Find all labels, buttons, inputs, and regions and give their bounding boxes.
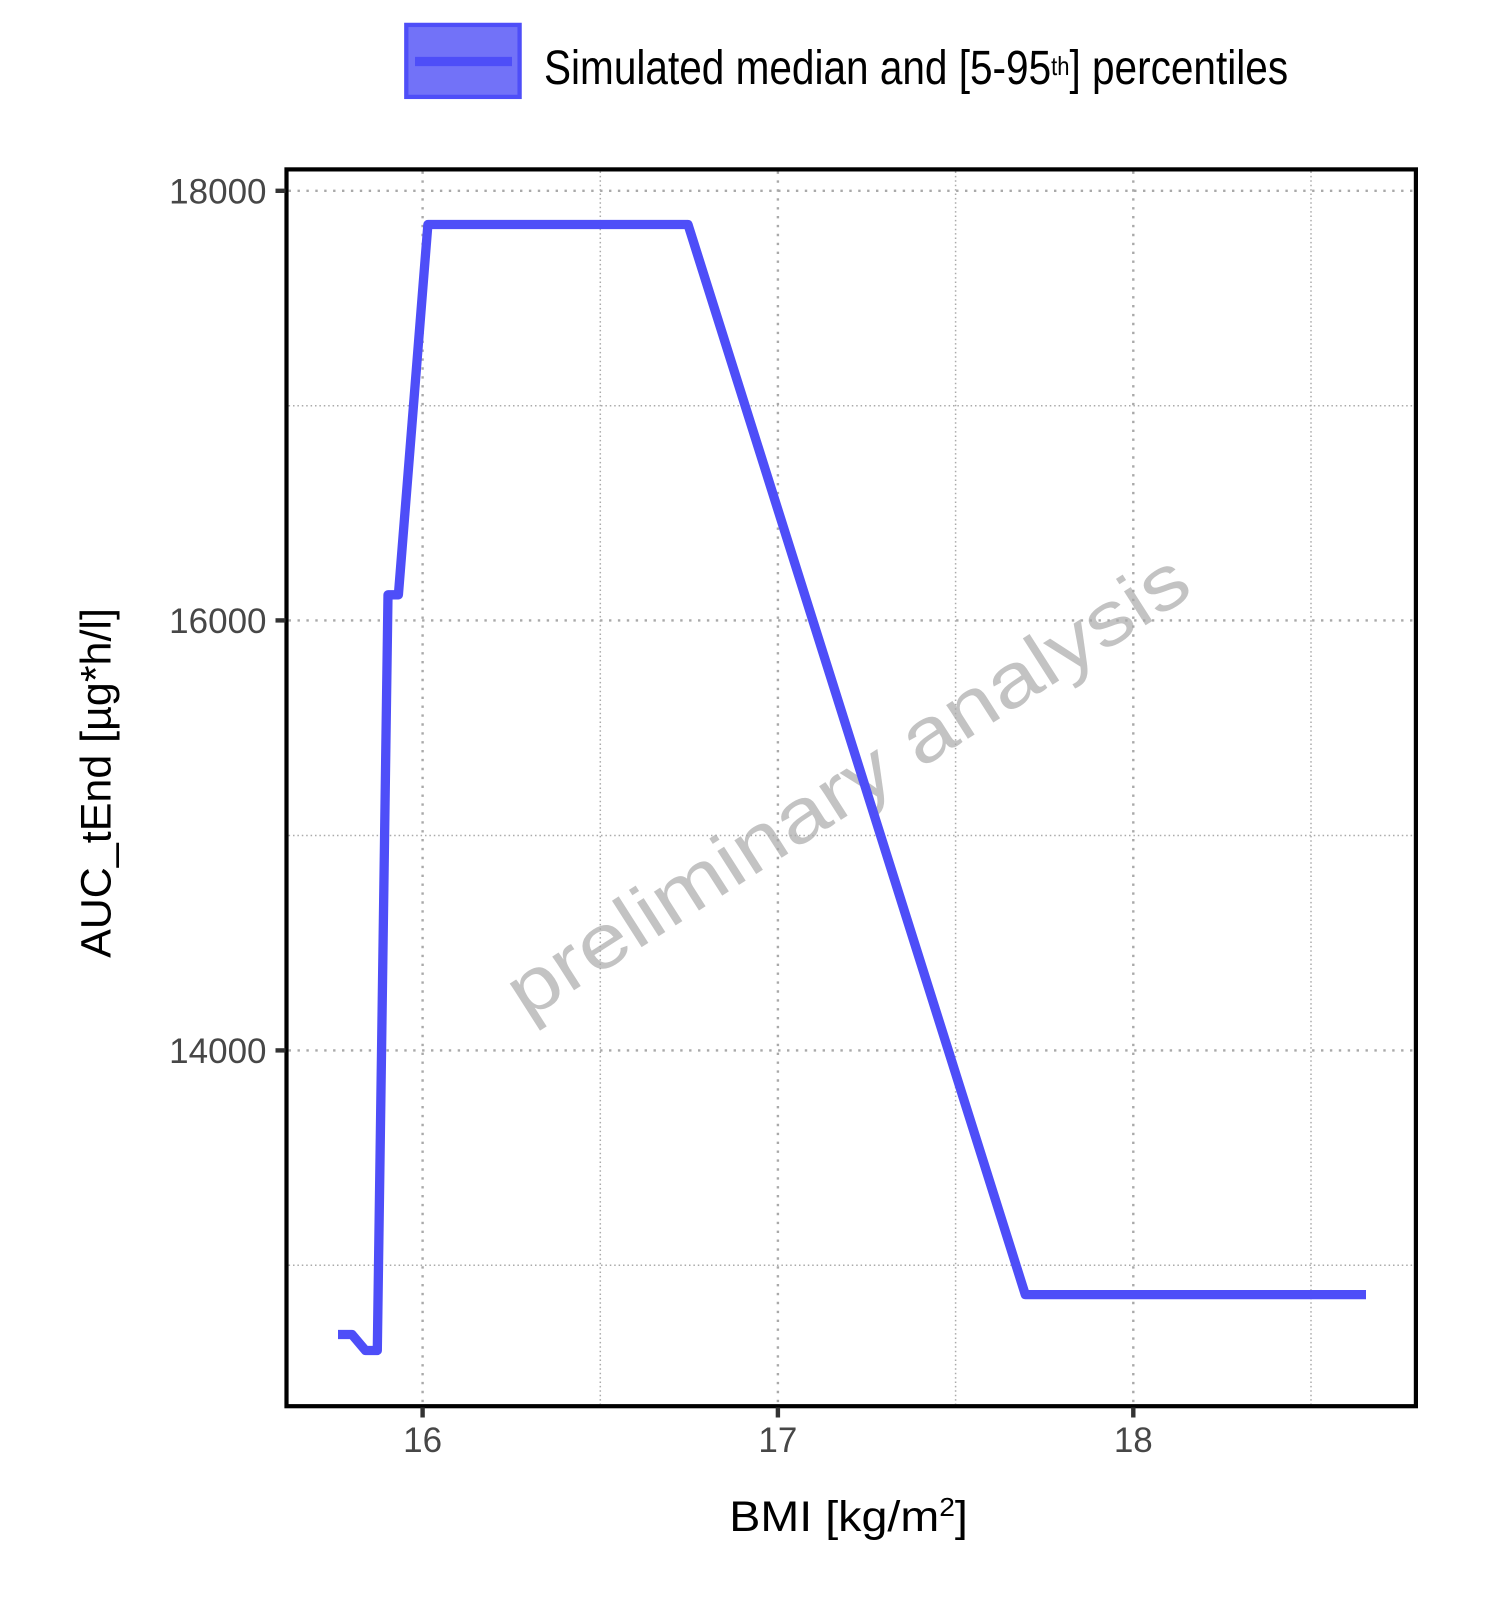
svg-text:17: 17 — [758, 1421, 797, 1460]
svg-text:16000: 16000 — [169, 602, 266, 641]
svg-text:Simulated median and [5-95th]: Simulated median and [5-95th] percentile… — [544, 42, 1288, 95]
svg-text:18000: 18000 — [169, 172, 266, 211]
svg-text:AUC_tEnd [µg*h/l]: AUC_tEnd [µg*h/l] — [73, 608, 121, 958]
svg-text:14000: 14000 — [169, 1032, 266, 1071]
svg-text:18: 18 — [1114, 1421, 1153, 1460]
svg-text:BMI [kg/m2]: BMI [kg/m2] — [729, 1492, 968, 1541]
svg-text:16: 16 — [403, 1421, 442, 1460]
